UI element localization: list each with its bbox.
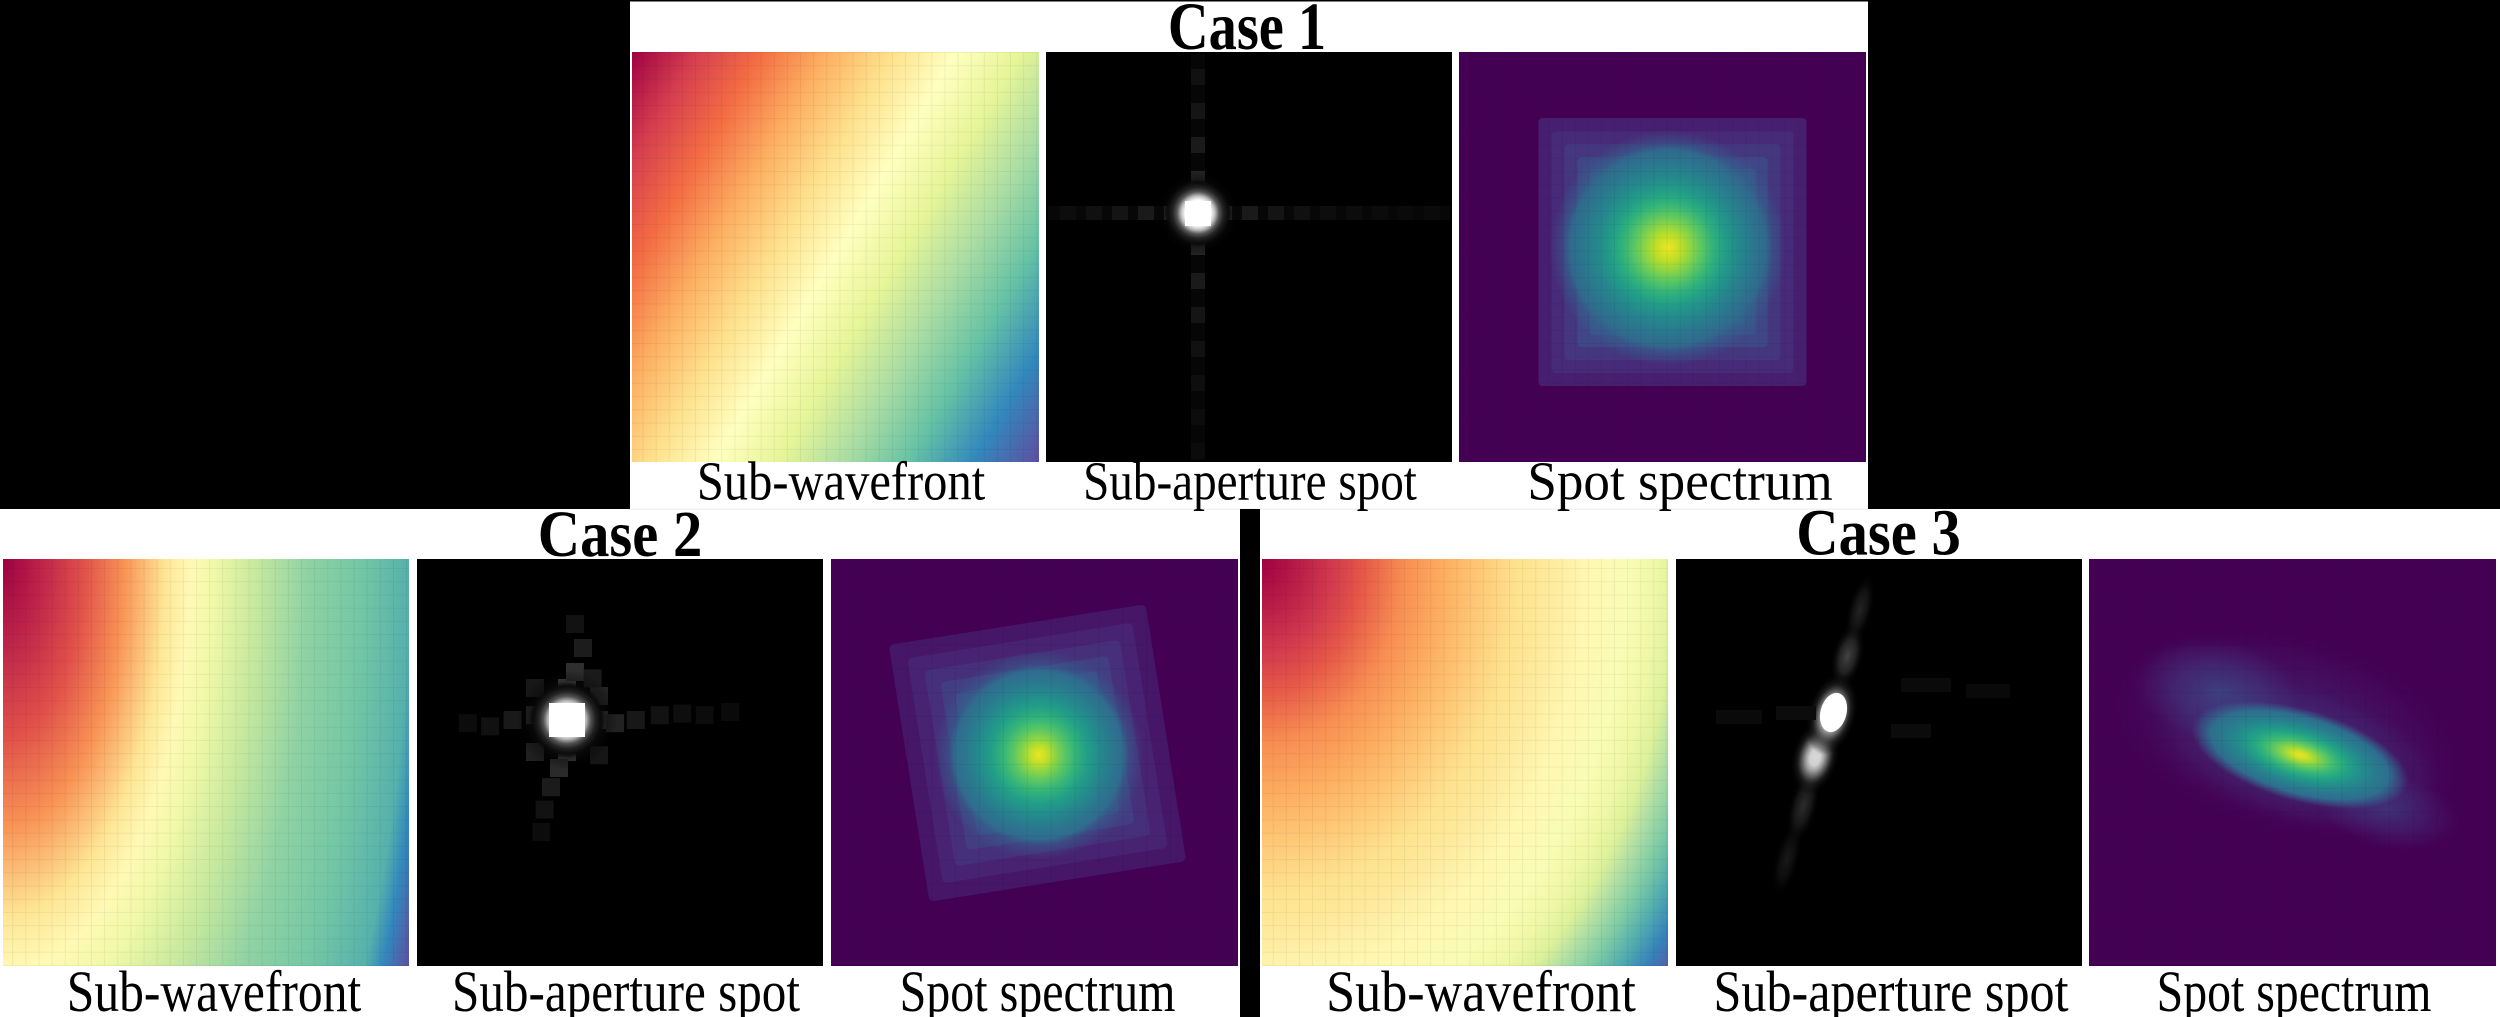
- svg-text:Sub-aperture spot: Sub-aperture spot: [1713, 960, 2068, 1017]
- svg-text:Spot spectrum: Spot spectrum: [1527, 451, 1832, 512]
- svg-text:Sub-wavefront: Sub-wavefront: [1326, 959, 1636, 1017]
- svg-text:Case 3: Case 3: [1796, 495, 1961, 569]
- svg-text:Sub-wavefront: Sub-wavefront: [67, 959, 361, 1017]
- svg-text:Spot spectrum: Spot spectrum: [2157, 961, 2432, 1017]
- svg-text:Sub-wavefront: Sub-wavefront: [697, 452, 986, 512]
- svg-text:Sub-aperture spot: Sub-aperture spot: [1083, 451, 1417, 512]
- svg-text:Case 1: Case 1: [1168, 0, 1326, 64]
- svg-text:Case 2: Case 2: [538, 497, 703, 571]
- svg-text:Sub-aperture spot: Sub-aperture spot: [452, 959, 800, 1017]
- svg-text:Spot spectrum: Spot spectrum: [900, 960, 1176, 1017]
